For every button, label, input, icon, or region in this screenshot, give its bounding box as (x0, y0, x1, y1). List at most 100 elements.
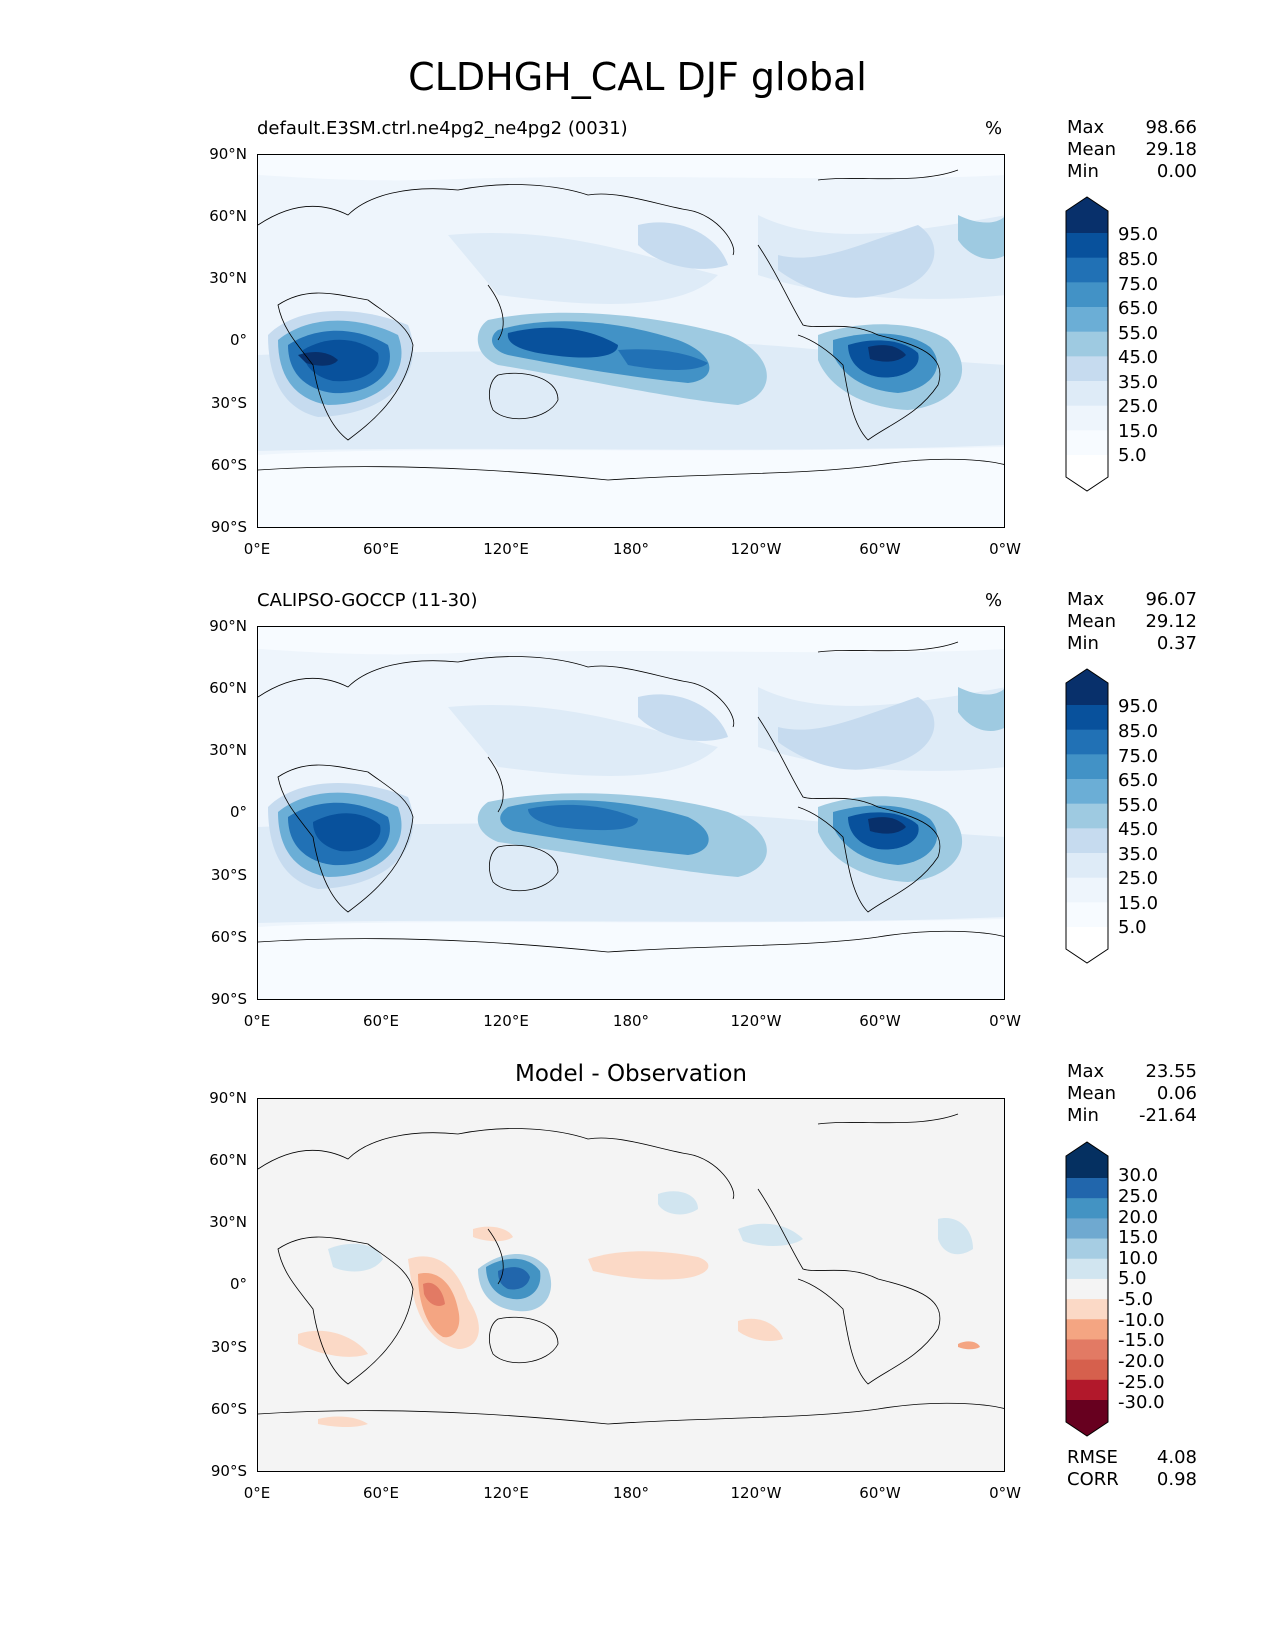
stat-min: Min 0.00 (1067, 161, 1197, 182)
lat-tick: 0° (229, 331, 247, 349)
colorbar-segment (1066, 779, 1108, 805)
stat-max: Max 96.07 (1067, 589, 1197, 610)
panel-diff-title: Model - Observation (514, 1061, 748, 1087)
colorbar-label: 95.0 (1118, 696, 1159, 717)
panel-obs-title: CALIPSO-GOCCP (11-30) (257, 590, 478, 611)
colorbar-segment (1066, 803, 1108, 829)
lat-tick: 60°N (209, 679, 247, 697)
colorbar-segment (1066, 331, 1108, 357)
lat-tick: 90°S (210, 518, 247, 536)
colorbar-outline (1065, 668, 1109, 964)
lat-tick: 60°N (209, 1151, 247, 1169)
lat-tick: 90°S (210, 990, 247, 1008)
colorbar-segment (1066, 1198, 1108, 1219)
colorbar-label: -20.0 (1118, 1351, 1165, 1372)
panel-model-stats: Max 98.66 Mean 29.18 Min 0.00 (1067, 117, 1197, 183)
colorbar-label: 45.0 (1118, 347, 1159, 368)
colorbar-segment (1066, 754, 1108, 780)
lat-tick: 60°N (209, 207, 247, 225)
colorbar-label: -15.0 (1118, 1330, 1165, 1351)
colorbar-outline (1065, 1141, 1109, 1437)
colorbar-segment (1066, 1178, 1108, 1199)
colorbar-segment (1066, 282, 1108, 308)
stat-max: Max 98.66 (1067, 117, 1197, 138)
map-observation[interactable] (257, 626, 1005, 1000)
colorbar-segment (1066, 729, 1108, 755)
lat-tick: 60°S (210, 1400, 247, 1418)
colorbar-label: -5.0 (1118, 1289, 1154, 1310)
colorbar-outline (1065, 196, 1109, 492)
map-difference-field (258, 1099, 1004, 1471)
colorbar-label: 10.0 (1118, 1248, 1159, 1269)
lon-tick: 0°W (989, 1012, 1021, 1030)
colorbar-label: 85.0 (1118, 249, 1159, 270)
colorbar-label: -30.0 (1118, 1392, 1165, 1413)
colorbar-segment (1066, 902, 1108, 928)
colorbar-label: 95.0 (1118, 224, 1159, 245)
lon-tick: 120°E (483, 1484, 529, 1502)
lat-tick: 0° (229, 1275, 247, 1293)
colorbar-label: 25.0 (1118, 396, 1159, 417)
map-model-field (258, 155, 1004, 527)
colorbar-cap-top (1066, 669, 1108, 705)
panel-diff-stats: Max 23.55 Mean 0.06 Min -21.64 (1067, 1061, 1197, 1127)
lon-tick: 180° (612, 1484, 650, 1502)
lon-tick: 120°W (730, 1012, 782, 1030)
colorbar-label: 65.0 (1118, 770, 1159, 791)
colorbar-segment (1066, 1218, 1108, 1240)
colorbar-cap-bottom (1066, 455, 1108, 491)
colorbar-segment (1066, 307, 1108, 333)
lon-tick: 60°W (859, 540, 901, 558)
colorbar-cap-top (1066, 197, 1108, 233)
colorbar-label: 20.0 (1118, 1207, 1159, 1228)
lon-tick: 0°E (243, 1012, 271, 1030)
lat-tick: 90°N (209, 617, 247, 635)
lat-tick: 30°N (209, 1213, 247, 1231)
lat-tick: 30°N (209, 269, 247, 287)
colorbar-label: -10.0 (1118, 1310, 1165, 1331)
panel-model-title: default.E3SM.ctrl.ne4pg2_ne4pg2 (0031) (257, 118, 628, 139)
panel-obs-stats: Max 96.07 Mean 29.12 Min 0.37 (1067, 589, 1197, 655)
figure-title: CLDHGH_CAL DJF global (408, 55, 867, 99)
colorbar-label: -25.0 (1118, 1372, 1165, 1393)
panel-obs-units: % (985, 590, 1003, 611)
stat-mean: Mean 29.12 (1067, 611, 1197, 632)
lon-tick: 0°W (989, 540, 1021, 558)
colorbar-segment (1066, 853, 1108, 879)
lat-tick: 0° (229, 803, 247, 821)
colorbar-label: 25.0 (1118, 1186, 1159, 1207)
colorbar-segment (1066, 705, 1108, 731)
colorbar-segment (1066, 405, 1108, 431)
lat-tick: 30°N (209, 741, 247, 759)
colorbar-label: 5.0 (1118, 917, 1147, 938)
colorbar-segment (1066, 381, 1108, 407)
colorbar-segment (1066, 1319, 1108, 1340)
colorbar-segment (1066, 1339, 1108, 1361)
colorbar-label: 5.0 (1118, 445, 1147, 466)
lat-tick: 90°N (209, 1089, 247, 1107)
colorbar-segment (1066, 1379, 1108, 1401)
stat-mean: Mean 29.18 (1067, 139, 1197, 160)
lat-tick: 30°S (210, 866, 247, 884)
map-observation-field (258, 627, 1004, 999)
colorbar-segment (1066, 1278, 1108, 1300)
colorbar-label: 15.0 (1118, 893, 1159, 914)
colorbar-segment (1066, 356, 1108, 382)
lon-tick: 60°E (362, 1484, 400, 1502)
map-model[interactable] (257, 154, 1005, 528)
lon-tick: 180° (612, 1012, 650, 1030)
lat-tick: 90°N (209, 145, 247, 163)
stat-max: Max 23.55 (1067, 1061, 1197, 1082)
lon-tick: 120°E (483, 540, 529, 558)
lon-tick: 60°W (859, 1484, 901, 1502)
lon-tick: 120°W (730, 540, 782, 558)
lon-tick: 120°W (730, 1484, 782, 1502)
colorbar-segment (1066, 430, 1108, 456)
colorbar-difference (1065, 1141, 1109, 1437)
lon-tick: 180° (612, 540, 650, 558)
panel-diff-metrics: RMSE 4.08 CORR 0.98 (1067, 1447, 1197, 1491)
colorbar-label: 85.0 (1118, 721, 1159, 742)
stat-min: Min 0.37 (1067, 633, 1197, 654)
lat-tick: 60°S (210, 928, 247, 946)
map-difference[interactable] (257, 1098, 1005, 1472)
